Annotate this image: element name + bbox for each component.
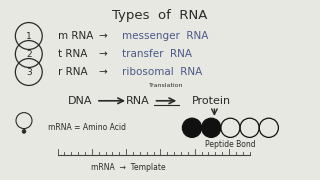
Text: 1: 1 bbox=[26, 31, 32, 40]
Text: →: → bbox=[98, 31, 107, 41]
Text: Protein: Protein bbox=[192, 96, 231, 106]
Text: m RNA: m RNA bbox=[58, 31, 93, 41]
Text: 3: 3 bbox=[26, 68, 32, 76]
Text: RNA: RNA bbox=[126, 96, 149, 106]
Text: transfer  RNA: transfer RNA bbox=[122, 49, 192, 59]
Text: t RNA: t RNA bbox=[58, 49, 87, 59]
Text: mRNA = Amino Acid: mRNA = Amino Acid bbox=[48, 123, 126, 132]
Text: mRNA  →  Template: mRNA → Template bbox=[91, 163, 165, 172]
Text: messenger  RNA: messenger RNA bbox=[122, 31, 208, 41]
Ellipse shape bbox=[22, 129, 26, 133]
Text: →: → bbox=[98, 49, 107, 59]
Text: DNA: DNA bbox=[68, 96, 92, 106]
Ellipse shape bbox=[182, 118, 202, 137]
Text: Types  of  RNA: Types of RNA bbox=[112, 9, 208, 22]
Text: →: → bbox=[98, 67, 107, 77]
Text: 2: 2 bbox=[26, 50, 32, 59]
Ellipse shape bbox=[202, 118, 221, 137]
Text: r RNA: r RNA bbox=[58, 67, 87, 77]
Text: ribosomal  RNA: ribosomal RNA bbox=[122, 67, 202, 77]
Text: Peptide Bond: Peptide Bond bbox=[205, 140, 256, 149]
Text: Translation: Translation bbox=[149, 83, 184, 88]
